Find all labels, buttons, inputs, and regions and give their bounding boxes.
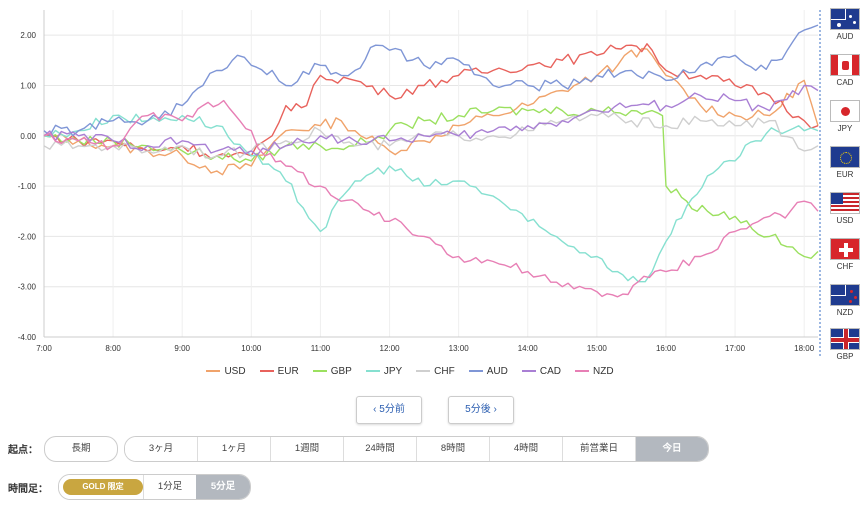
flag-label: CHF [836,262,854,271]
series-line-aud [43,24,819,137]
interval-label: 時間足： [8,484,48,495]
legend-label: EUR [277,366,299,377]
legend-swatch [206,370,221,373]
series-line-gbp [43,106,819,259]
series-line-usd [43,47,819,176]
chart-legend: USD EUR GBP JPY CHF AUD CAD NZD [0,366,820,377]
legend-swatch [574,370,589,373]
next-5min-button[interactable]: 5分後 › [448,396,514,424]
legend-item-cad[interactable]: CAD [521,366,561,377]
series-line-jpy [43,113,819,283]
switzerland-flag-icon [830,238,860,260]
interval-5min-button[interactable]: 5分足 [196,475,250,499]
x-tick-label: 14:00 [518,344,539,353]
series-line-cad [43,84,819,156]
x-tick-label: 8:00 [105,344,121,353]
flag-label: NZD [836,308,854,317]
x-tick-label: 17:00 [725,344,746,353]
legend-label: AUD [486,366,508,377]
y-tick-label: 0.00 [20,132,36,141]
legend-swatch [259,370,274,373]
y-tick-label: 1.00 [20,81,36,90]
y-tick-label: 2.00 [20,31,36,40]
legend-label: USD [224,366,246,377]
japan-flag-icon [830,100,860,122]
legend-item-jpy[interactable]: JPY [365,366,403,377]
gold-option[interactable]: GOLD 限定 [59,475,143,499]
legend-label: GBP [330,366,352,377]
y-tick-label: -4.00 [18,333,37,342]
range-4h-button[interactable]: 4時間 [490,437,563,461]
legend-swatch [416,370,431,373]
flag-eur[interactable]: EUR [830,146,860,179]
x-tick-label: 11:00 [311,344,331,353]
flag-chf[interactable]: CHF [830,238,860,271]
flag-nzd[interactable]: NZD [830,284,860,317]
range-8h-button[interactable]: 8時間 [417,437,490,461]
range-3m-button[interactable]: 3ヶ月 [125,437,198,461]
range-selector: 3ヶ月 1ヶ月 1週間 24時間 8時間 4時間 前営業日 今日 [124,436,709,462]
flag-label: JPY [837,124,853,133]
range-prev-day-button[interactable]: 前営業日 [563,437,636,461]
gold-badge: GOLD 限定 [63,479,143,495]
legend-swatch [312,370,327,373]
legend-item-usd[interactable]: USD [206,366,246,377]
legend-swatch [521,370,536,373]
flag-gbp[interactable]: GBP [830,328,860,361]
flag-label: GBP [836,352,854,361]
eu-flag-icon [830,146,860,168]
legend-item-aud[interactable]: AUD [468,366,508,377]
y-tick-label: -1.00 [18,182,37,191]
x-tick-label: 7:00 [36,344,52,353]
flag-aud[interactable]: AUD [830,8,860,41]
uk-flag-icon [830,328,860,350]
range-1m-button[interactable]: 1ヶ月 [198,437,271,461]
legend-swatch [365,370,380,373]
flag-label: EUR [836,170,854,179]
australia-flag-icon [830,8,860,30]
legend-label: NZD [592,366,614,377]
flag-label: AUD [836,32,854,41]
legend-swatch [468,370,483,373]
flag-usd[interactable]: USD [830,192,860,225]
x-tick-label: 10:00 [241,344,262,353]
legend-item-eur[interactable]: EUR [259,366,299,377]
currency-flag-panel: AUD CAD JPY EUR USD CHF [822,6,868,361]
y-tick-label: -3.00 [18,283,37,292]
legend-item-nzd[interactable]: NZD [574,366,614,377]
range-1w-button[interactable]: 1週間 [271,437,344,461]
x-tick-label: 9:00 [174,344,190,353]
x-tick-label: 18:00 [794,344,815,353]
flag-jpy[interactable]: JPY [830,100,860,133]
x-tick-label: 13:00 [449,344,470,353]
start-label: 起点： [8,445,38,456]
range-today-button[interactable]: 今日 [636,437,708,461]
prev-5min-button[interactable]: ‹ 5分前 [356,396,422,424]
range-24h-button[interactable]: 24時間 [344,437,417,461]
flag-label: USD [836,216,854,225]
legend-item-chf[interactable]: CHF [416,366,455,377]
canada-flag-icon [830,54,860,76]
interval-selector: GOLD 限定 1分足 5分足 [58,474,251,500]
legend-label: CHF [434,366,455,377]
legend-item-gbp[interactable]: GBP [312,366,352,377]
legend-label: JPY [383,366,403,377]
series-line-nzd [43,99,819,298]
series-line-eur [43,43,819,160]
flag-label: CAD [836,78,854,87]
interval-1min-button[interactable]: 1分足 [143,475,196,499]
strength-chart: 2.00 1.00 0.00 -1.00 -2.00 -3.00 -4.00 7:00 8:00… [18,10,821,357]
x-tick-label: 15:00 [587,344,608,353]
flag-cad[interactable]: CAD [830,54,860,87]
x-tick-label: 12:00 [380,344,401,353]
y-tick-label: -2.00 [18,232,37,241]
range-long-button[interactable]: 長期 [44,436,118,462]
new-zealand-flag-icon [830,284,860,306]
usa-flag-icon [830,192,860,214]
x-tick-label: 16:00 [656,344,677,353]
legend-label: CAD [539,366,561,377]
